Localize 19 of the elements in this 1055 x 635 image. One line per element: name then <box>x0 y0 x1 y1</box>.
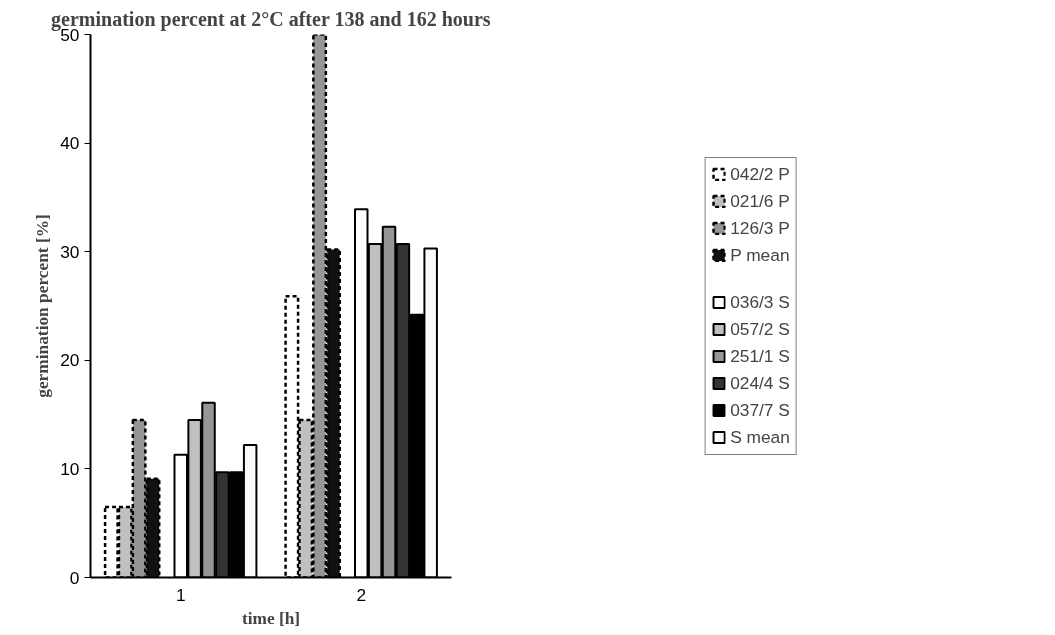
legend-label: 251/1 S <box>730 345 790 367</box>
x-tick-label: 1 <box>175 584 186 605</box>
legend-label: 057/2 S <box>730 318 790 340</box>
y-tick-label: 10 <box>60 458 80 479</box>
legend-label: 024/4 S <box>730 372 790 394</box>
legend-label: 126/3 P <box>730 217 790 239</box>
y-tick-label: 20 <box>60 350 80 371</box>
legend-label: 021/6 P <box>730 190 790 212</box>
y-tick-label: 30 <box>60 241 80 262</box>
y-tick-label: 40 <box>60 133 80 154</box>
x-axis-title: time [h] <box>241 608 301 628</box>
legend-label: 036/3 S <box>730 291 790 313</box>
x-tick-label: 2 <box>356 584 367 605</box>
legend-label: P mean <box>730 244 790 266</box>
legend-label: S mean <box>730 426 790 448</box>
y-axis-title: germination percent [%] <box>33 214 53 398</box>
legend-label: 037/7 S <box>730 399 790 421</box>
legend-label: 042/2 P <box>730 163 790 185</box>
y-tick-label: 0 <box>69 567 80 588</box>
